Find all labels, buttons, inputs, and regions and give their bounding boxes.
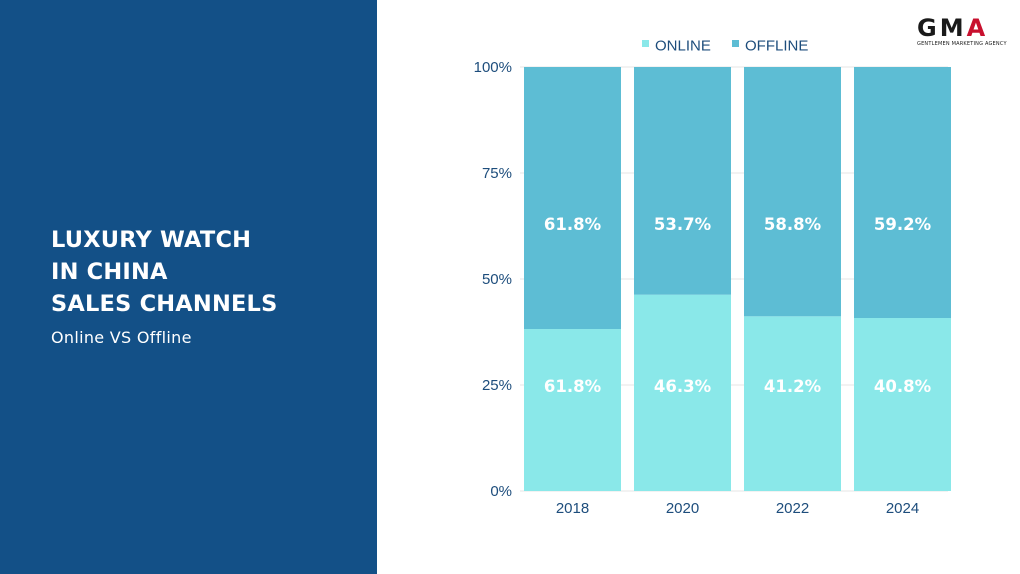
bar-offline <box>634 67 731 295</box>
data-label-offline: 61.8% <box>544 215 602 234</box>
data-label-online: 41.2% <box>764 377 822 396</box>
logo-mark-accent: A <box>966 14 989 42</box>
x-tick-label: 2022 <box>776 500 809 517</box>
bar-offline <box>744 67 841 317</box>
legend-swatch-offline <box>732 40 739 47</box>
page-title: LUXURY WATCH IN CHINA SALES CHANNELS <box>51 224 278 320</box>
data-label-offline: 58.8% <box>764 215 822 234</box>
legend-label-online: ONLINE <box>655 38 711 55</box>
data-label-offline: 59.2% <box>874 215 932 234</box>
data-label-offline: 53.7% <box>654 215 712 234</box>
logo-mark-main: GM <box>917 14 967 42</box>
data-label-online: 40.8% <box>874 377 932 396</box>
y-tick-label: 50% <box>482 271 512 288</box>
bar-offline <box>524 67 621 330</box>
y-tick-label: 0% <box>490 483 512 500</box>
y-tick-label: 25% <box>482 377 512 394</box>
data-label-online: 46.3% <box>654 377 712 396</box>
bar-online <box>744 316 841 491</box>
y-tick-label: 75% <box>482 165 512 182</box>
legend-label-offline: OFFLINE <box>745 38 808 55</box>
page-subtitle: Online VS Offline <box>51 328 192 347</box>
x-tick-label: 2020 <box>666 500 699 517</box>
title-line-2: IN CHINA <box>51 259 168 285</box>
gma-logo: GMA GENTLEMEN MARKETING AGENCY <box>917 16 1009 52</box>
x-tick-label: 2024 <box>886 500 919 517</box>
data-label-online: 61.8% <box>544 377 602 396</box>
bar-online <box>634 294 731 491</box>
logo-tagline: GENTLEMEN MARKETING AGENCY <box>917 41 1007 47</box>
x-tick-label: 2018 <box>556 500 589 517</box>
logo-mark: GMA <box>917 16 1009 40</box>
bar-offline <box>854 67 951 319</box>
y-tick-label: 100% <box>474 59 512 76</box>
bar-online <box>524 329 621 491</box>
title-line-3: SALES CHANNELS <box>51 291 278 317</box>
title-line-1: LUXURY WATCH <box>51 227 252 253</box>
left-panel: LUXURY WATCH IN CHINA SALES CHANNELS Onl… <box>0 0 377 574</box>
legend-swatch-online <box>642 40 649 47</box>
bar-online <box>854 318 951 491</box>
